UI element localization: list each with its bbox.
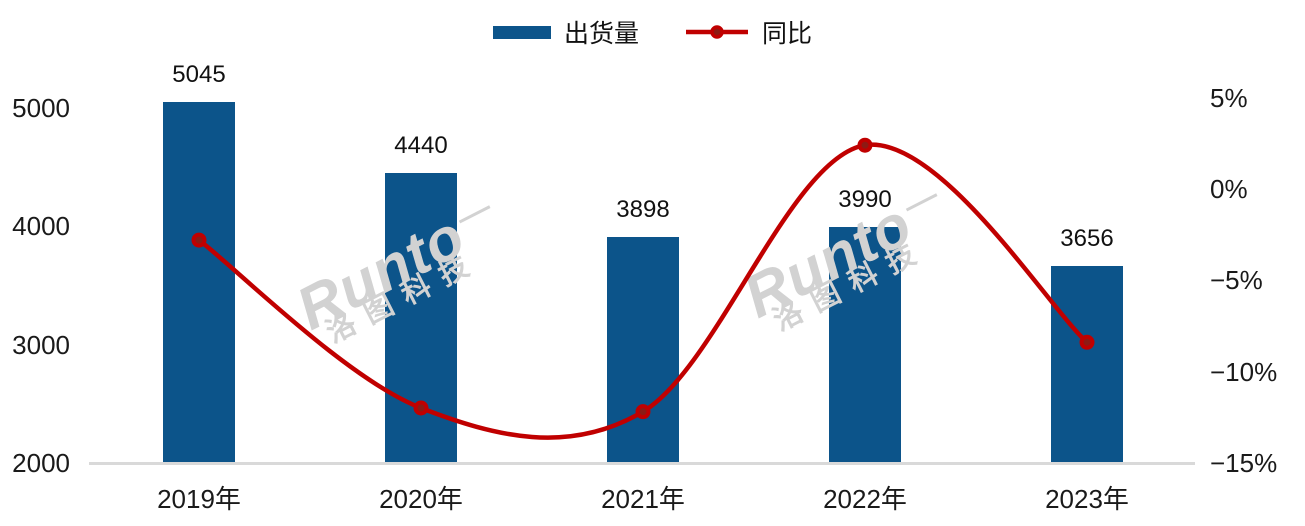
y-axis-left-tick: 4000 (12, 211, 70, 242)
y-axis-right-tick: −10% (1210, 356, 1278, 387)
bar-2019年 (163, 101, 235, 462)
y-axis-left-tick: 5000 (12, 93, 70, 123)
bar-2023年 (1051, 266, 1123, 462)
x-axis-tick: 2022年 (823, 484, 907, 514)
legend: 出货量 同比 (0, 14, 1305, 50)
x-axis-tick: 2019年 (157, 484, 241, 514)
legend-label-yoy: 同比 (762, 20, 813, 48)
x-axis-tick: 2020年 (379, 484, 463, 514)
x-axis-tick: 2023年 (1045, 484, 1129, 514)
y-axis-right-tick: −15% (1210, 447, 1278, 478)
legend-item-yoy: 同比 (685, 14, 812, 50)
y-axis-right-tick: 5% (1210, 82, 1248, 113)
bar-value-label: 3990 (838, 185, 892, 213)
watermark-dash (459, 205, 491, 224)
y-axis-left-tick: 2000 (12, 448, 70, 478)
x-axis-tick: 2021年 (601, 484, 685, 514)
bar-2022年 (829, 226, 901, 462)
bar-value-label: 3898 (616, 196, 670, 224)
bar-value-label: 4440 (394, 132, 448, 160)
y-axis-right-tick: −5% (1210, 265, 1263, 296)
bar-2021年 (607, 237, 679, 462)
legend-label-shipments: 出货量 (563, 20, 639, 48)
bar-2020年 (385, 173, 457, 462)
legend-line-swatch-icon (686, 25, 748, 39)
x-axis-line (89, 462, 1195, 465)
yoy-marker (857, 137, 873, 153)
y-axis-right-tick: 0% (1210, 174, 1248, 204)
bar-value-label: 3656 (1060, 225, 1114, 253)
legend-bar-swatch-icon (492, 25, 551, 39)
bar-value-label: 5045 (172, 60, 226, 88)
legend-item-shipments: 出货量 (492, 14, 639, 50)
y-axis-left-tick: 3000 (12, 329, 70, 360)
